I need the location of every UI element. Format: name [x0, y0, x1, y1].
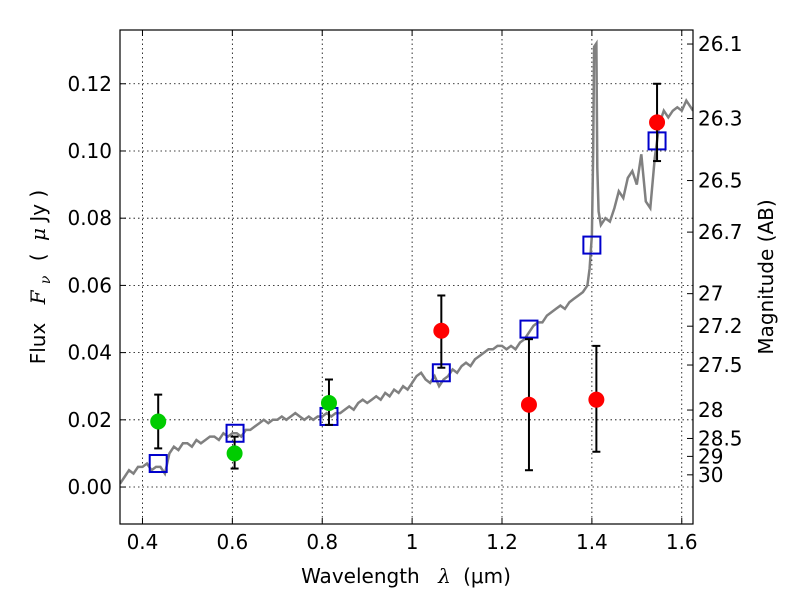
plot-frame — [119, 29, 694, 525]
magnitude-tick-label: 27.2 — [698, 314, 743, 338]
x-tick-label: 0.8 — [306, 530, 338, 554]
y-axis-label-unit-rest: Jy ) — [26, 190, 50, 224]
red-data-point — [649, 114, 666, 131]
x-tick-label: 1.2 — [486, 530, 518, 554]
y-axis-label-symbol: F — [26, 289, 50, 305]
green-data-point — [150, 413, 167, 430]
x-tick-label: 1 — [406, 530, 419, 554]
x-tick-label: 1.4 — [576, 530, 608, 554]
magnitude-tick-label: 27.5 — [698, 353, 743, 377]
data-points — [148, 82, 667, 474]
x-tick-label: 0.4 — [127, 530, 159, 554]
grid — [120, 30, 693, 524]
magnitude-tick-label: 26.7 — [698, 220, 743, 244]
y-tick-label: 0.04 — [67, 341, 112, 365]
model-photometry-square — [148, 454, 168, 474]
magnitude-tick-label: 27 — [698, 282, 723, 306]
model-photometry-square — [519, 319, 539, 339]
magnitude-tick-label: 26.1 — [698, 32, 743, 56]
y-tick-label: 0.06 — [67, 273, 112, 297]
model-spectrum-line — [120, 39, 693, 485]
magnitude-tick-label: 26.3 — [698, 107, 743, 131]
y-axis-label: Flux F ν ( μ Jy ) — [26, 190, 55, 365]
model-photometry-square — [582, 235, 602, 255]
y-tick-label: 0.08 — [67, 206, 112, 230]
magnitude-tick-label: 28 — [698, 398, 723, 422]
red-data-point — [520, 396, 537, 413]
magnitude-tick-label: 29 — [698, 444, 723, 468]
green-data-point — [320, 395, 337, 412]
magnitude-axis-label: Magnitude (AB) — [754, 199, 778, 354]
x-tick-label: 0.6 — [216, 530, 248, 554]
magnitude-tick-label: 28.5 — [698, 426, 743, 450]
y-axis-label-text: Flux — [26, 323, 50, 365]
y-axis-label-unit-mu: μ — [26, 228, 50, 241]
y-tick-label: 0.00 — [67, 475, 112, 499]
green-data-point — [226, 445, 243, 462]
axis-ticks: 0.4 0.6 0.8 1 1.2 1.4 1.6 0.00 0.02 0.04 0.06 0.08 0… — [67, 30, 743, 554]
magnitude-tick-label: 26.5 — [698, 169, 743, 193]
red-data-point — [588, 391, 605, 408]
x-axis-label-unit: (μm) — [463, 564, 511, 588]
y-tick-label: 0.12 — [67, 72, 112, 96]
x-axis-label: Wavelength λ (μm) — [301, 564, 511, 588]
magnitude-tick-label: 30 — [698, 463, 723, 487]
y-tick-label: 0.02 — [67, 408, 112, 432]
x-tick-label: 1.6 — [666, 530, 698, 554]
y-axis-label-subscript: ν — [38, 275, 54, 284]
red-data-point — [433, 322, 450, 339]
y-axis-label-unit-open: ( — [26, 253, 50, 261]
x-axis-label-text: Wavelength — [301, 564, 420, 588]
x-axis-label-symbol: λ — [437, 564, 451, 588]
y-tick-label: 0.10 — [67, 139, 112, 163]
